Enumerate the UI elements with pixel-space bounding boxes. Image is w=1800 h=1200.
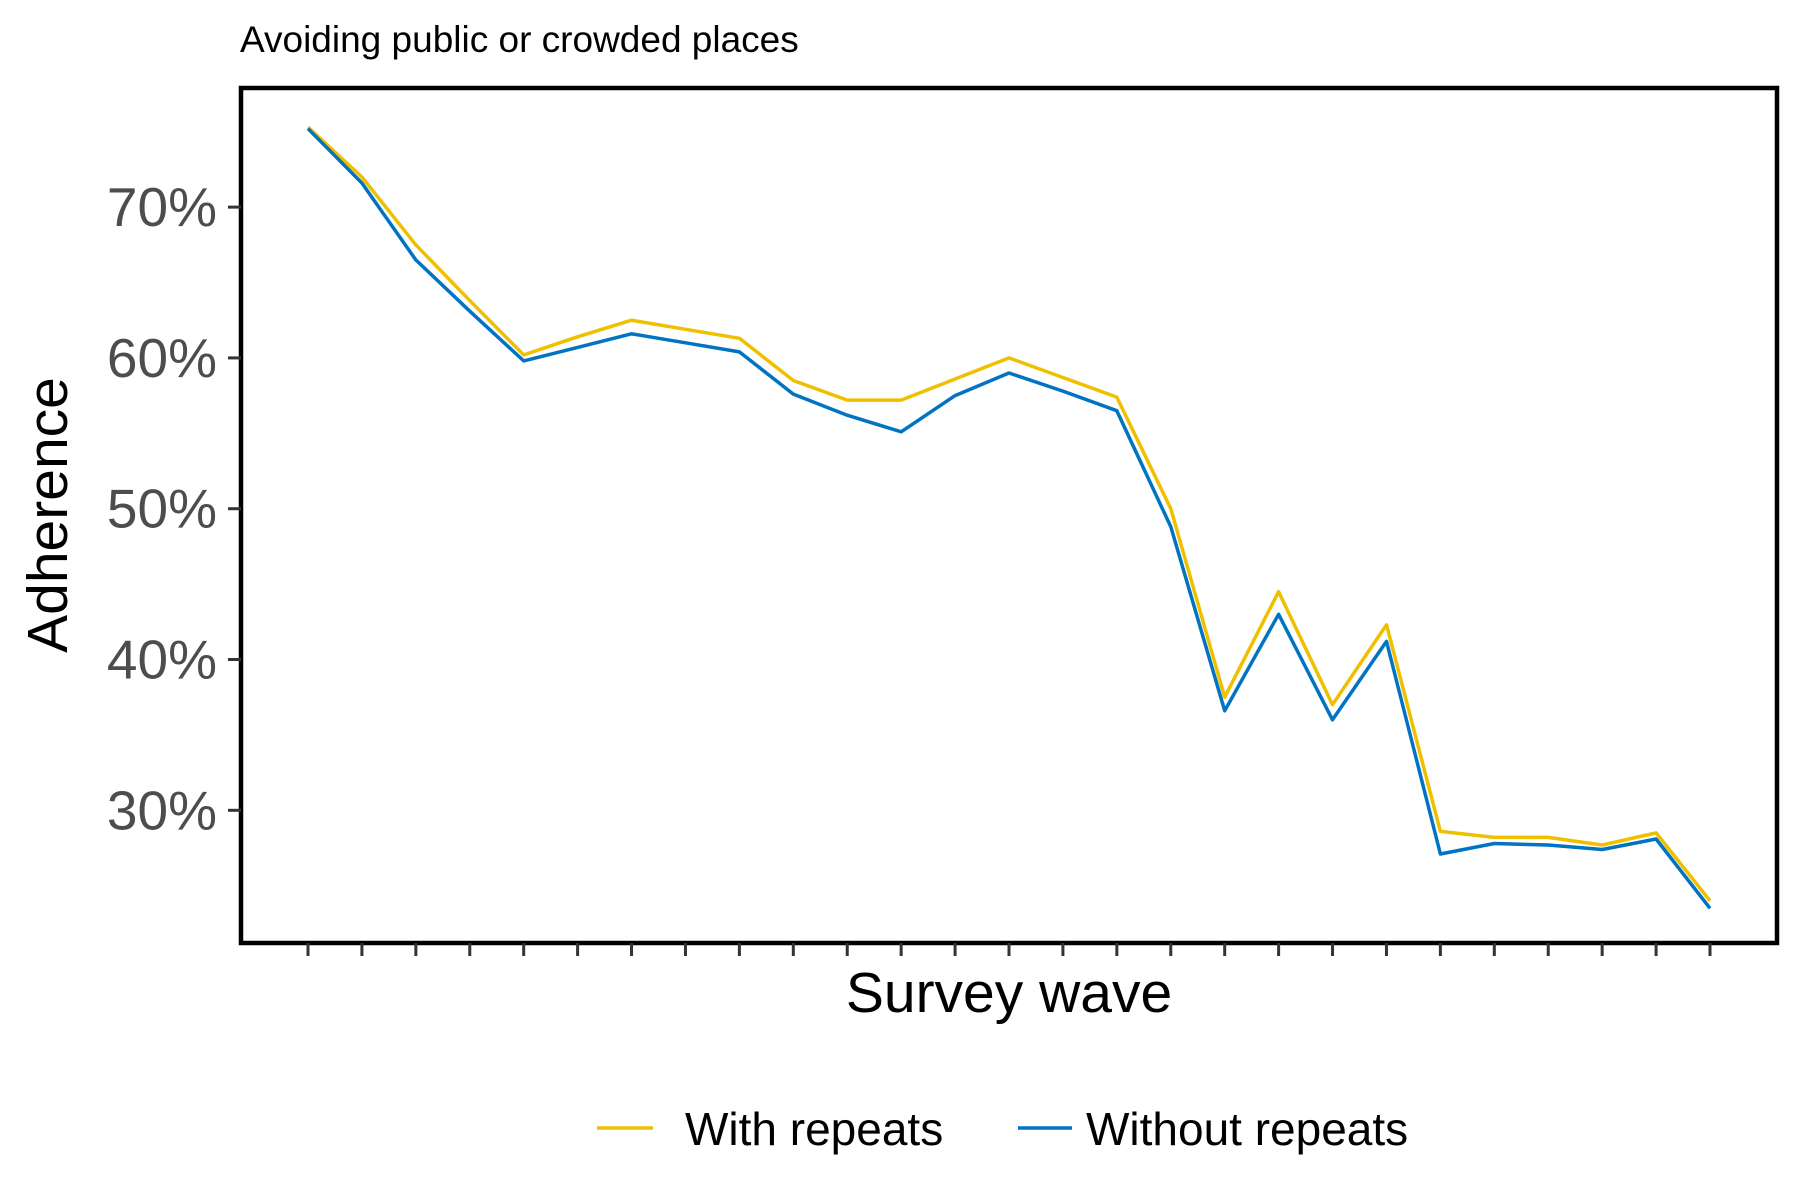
legend-label: With repeats — [685, 1103, 943, 1155]
y-tick-label: 70% — [107, 176, 217, 238]
y-tick-label: 40% — [107, 629, 217, 691]
plot-panel-border — [238, 85, 1780, 946]
series-line-without-repeats — [306, 127, 1712, 910]
y-axis: 30% 40% 50% 60% 70% — [107, 176, 241, 841]
legend-label: Without repeats — [1086, 1103, 1408, 1155]
y-tick-label: 60% — [107, 327, 217, 389]
y-tick-label: 30% — [107, 779, 217, 841]
x-axis — [306, 943, 1712, 956]
chart-subtitle: Avoiding public or crowded places — [240, 19, 799, 60]
series-line-with-repeats — [306, 125, 1712, 902]
x-axis-title: Survey wave — [846, 961, 1172, 1025]
series-layer — [306, 125, 1712, 910]
y-tick-label: 50% — [107, 478, 217, 540]
y-axis-title: Adherence — [16, 377, 80, 653]
legend: With repeats Without repeats — [597, 1103, 1408, 1155]
